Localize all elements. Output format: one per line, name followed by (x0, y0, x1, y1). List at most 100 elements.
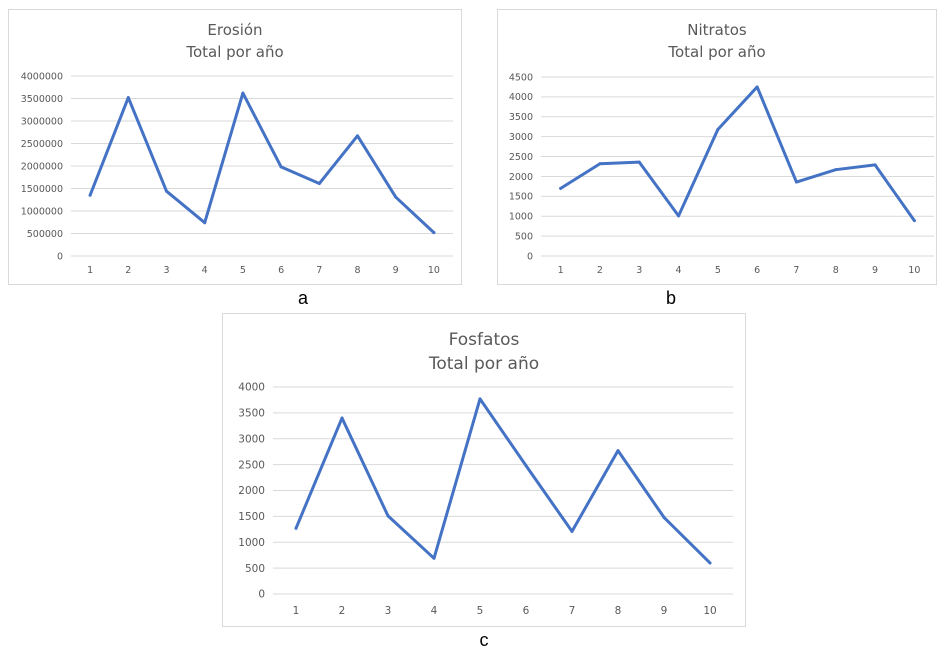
y-tick-label: 1000000 (21, 206, 63, 217)
chart-title: Nitratos (687, 21, 747, 39)
series-line (559, 85, 916, 223)
x-tick-label: 10 (428, 265, 440, 276)
data-point (478, 397, 482, 401)
data-point (165, 189, 168, 193)
x-tick-label: 1 (87, 265, 93, 276)
data-point (912, 219, 916, 223)
x-tick-label: 2 (339, 605, 346, 617)
y-tick-label: 1000 (509, 212, 533, 223)
x-tick-label: 5 (240, 265, 246, 276)
y-tick-label: 3500 (509, 112, 533, 123)
x-tick-label: 8 (615, 605, 622, 617)
x-tick-label: 5 (477, 605, 484, 617)
y-tick-label: 500 (245, 563, 265, 575)
x-tick-label: 9 (872, 265, 878, 276)
y-tick-label: 2500000 (21, 139, 63, 150)
chart-title: Fosfatos (448, 330, 520, 350)
data-point (716, 128, 720, 132)
chart-plot-erosion: 0 500000 1000000 1500000 2000000 2500000 30000… (21, 71, 453, 276)
chart-panel-nitratos: Nitratos Total por año 0 500 1000 1500 2000 2… (497, 9, 937, 285)
x-tick-label: 7 (569, 605, 576, 617)
x-tick-label: 4 (431, 605, 438, 617)
y-tick-label: 2000 (238, 485, 265, 497)
data-point (279, 165, 283, 169)
data-point (873, 163, 877, 167)
chart-subtitle: Total por año (186, 43, 284, 61)
caption-b: b (665, 288, 676, 308)
data-point (126, 96, 130, 100)
x-tick-label: 2 (125, 265, 131, 276)
series-line (294, 397, 712, 565)
y-tick-label: 1000 (238, 537, 265, 549)
data-point (662, 515, 666, 519)
data-point (598, 162, 602, 166)
x-tick-label: 10 (908, 265, 920, 276)
data-point (432, 556, 436, 560)
y-tick-label: 3000 (509, 132, 533, 143)
x-tick-label: 3 (163, 265, 169, 276)
chart-subtitle: Total por año (668, 43, 766, 61)
caption-c: c (479, 630, 489, 650)
chart-subtitle: Total por año (428, 354, 540, 374)
x-tick-label: 8 (354, 265, 360, 276)
data-point (616, 449, 620, 453)
y-tick-label: 2000000 (21, 161, 63, 172)
data-point (524, 464, 528, 468)
series-line (88, 91, 436, 235)
caption-a: a (297, 288, 308, 308)
data-point (637, 160, 641, 164)
data-point (570, 529, 574, 533)
y-tick-label: 4000 (509, 92, 533, 103)
x-tick-label: 10 (703, 605, 716, 617)
chart-plot-nitratos: 0 500 1000 1500 2000 2500 3000 3500 4000 4500 1 2 3 4… (509, 72, 934, 276)
y-tick-label: 0 (258, 589, 265, 601)
y-tick-label: 1500 (509, 192, 533, 203)
data-point (432, 231, 436, 235)
data-point (356, 134, 359, 138)
y-tick-label: 3000000 (21, 116, 63, 127)
y-tick-label: 2000 (509, 172, 533, 183)
y-tick-label: 4500 (509, 72, 533, 83)
x-tick-label: 3 (385, 605, 392, 617)
x-tick-label: 9 (393, 265, 399, 276)
y-tick-label: 0 (527, 251, 533, 262)
x-tick-label: 3 (636, 265, 642, 276)
x-tick-label: 6 (278, 265, 284, 276)
y-tick-label: 3500000 (21, 94, 63, 105)
x-tick-label: 5 (715, 265, 721, 276)
data-point (677, 214, 681, 218)
y-tick-label: 3500 (238, 408, 265, 420)
y-tick-label: 500000 (27, 229, 63, 240)
y-tick-label: 0 (57, 251, 63, 262)
data-point (794, 180, 798, 184)
data-point (708, 561, 712, 565)
y-tick-label: 3000 (238, 433, 265, 445)
data-point (340, 416, 344, 420)
x-tick-label: 7 (316, 265, 322, 276)
x-tick-label: 1 (558, 265, 564, 276)
chart-plot-fosfatos: 0 500 1000 1500 2000 2500 3000 3500 4000 1 2 3 4 5 6 7 8… (238, 382, 733, 617)
x-tick-label: 9 (661, 605, 668, 617)
y-tick-label: 4000 (238, 382, 265, 394)
y-tick-label: 2500 (238, 459, 265, 471)
chart-panel-erosion: Erosión Total por año 0 500000 1000000 1500… (8, 9, 462, 285)
y-tick-label: 1500000 (21, 184, 63, 195)
x-tick-label: 4 (202, 265, 208, 276)
x-tick-label: 6 (754, 265, 760, 276)
y-tick-label: 1500 (238, 511, 265, 523)
y-tick-label: 2500 (509, 152, 533, 163)
data-point (394, 195, 398, 199)
data-point (755, 85, 759, 89)
data-point (834, 168, 838, 172)
y-tick-label: 500 (515, 231, 533, 242)
chart-title: Erosión (207, 21, 263, 39)
chart-panel-fosfatos: Fosfatos Total por año 0 500 1000 1500 2000 2… (222, 313, 746, 627)
y-tick-label: 4000000 (21, 71, 63, 82)
x-tick-label: 1 (293, 605, 300, 617)
data-point (203, 221, 207, 225)
data-point (317, 182, 321, 186)
data-point (386, 514, 390, 518)
x-tick-label: 2 (597, 265, 603, 276)
data-point (88, 193, 92, 197)
x-tick-label: 7 (793, 265, 799, 276)
